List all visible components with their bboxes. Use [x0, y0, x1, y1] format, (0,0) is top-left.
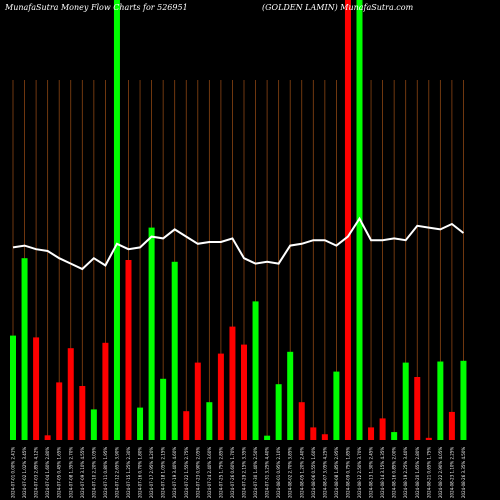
x-tick-label: 2024-08-13 1.30% 2.45% [369, 447, 374, 498]
money-flow-bar [148, 227, 155, 440]
x-tick-label: 2024-07-03 2.85% 4.12% [34, 447, 39, 498]
money-flow-bar [425, 437, 432, 440]
money-flow-bar [90, 409, 97, 440]
money-flow-bar [33, 337, 40, 440]
money-flow-bar [206, 402, 213, 440]
x-tick-label: 2024-07-02 1.02% 3.45% [22, 447, 27, 498]
chart-header-left: MunafaSutra Money Flow Charts for 526951 [4, 3, 188, 12]
money-flow-bar [321, 434, 328, 440]
money-flow-bar [287, 351, 294, 440]
chart-header-right: (GOLDEN LAMIN) MunafaSutra.com [262, 3, 414, 12]
x-tick-label: 2024-08-06 0.55% 1.60% [311, 447, 316, 498]
money-flow-bar [437, 361, 444, 440]
x-tick-label: 2024-07-05 0.45% 1.65% [57, 447, 62, 498]
money-flow-bar [379, 418, 386, 440]
x-tick-label: 2024-08-05 1.20% 2.40% [299, 447, 304, 498]
money-flow-bar [391, 432, 398, 440]
x-tick-label: 2024-08-12 2.50% 3.70% [357, 447, 362, 498]
x-tick-label: 2024-08-02 2.70% 3.85% [288, 447, 293, 498]
money-flow-bar [125, 260, 132, 440]
money-flow-bar [56, 382, 63, 440]
money-flow-bar [44, 435, 51, 440]
money-flow-bar [310, 427, 317, 440]
money-flow-bar [160, 378, 167, 440]
money-flow-bar [252, 301, 259, 440]
money-flow-bar [67, 348, 74, 440]
money-flow-bar [10, 335, 16, 440]
x-tick-label: 2024-07-09 3.10% 4.55% [80, 447, 85, 498]
x-tick-label: 2024-07-22 1.55% 2.75% [184, 447, 189, 498]
money-flow-bar [460, 360, 467, 440]
money-flow-bars [10, 0, 467, 440]
money-flow-bar [79, 386, 86, 440]
x-tick-label: 2024-07-04 1.60% 2.80% [45, 447, 50, 498]
x-tick-label: 2024-07-01 0.00% 2.41% [11, 447, 16, 498]
x-tick-label: 2024-07-11 0.80% 1.95% [103, 447, 108, 498]
x-tick-label: 2024-08-09 0.75% 1.85% [345, 447, 350, 498]
money-flow-bar [21, 258, 28, 440]
x-tick-label: 2024-08-16 0.85% 2.00% [392, 447, 397, 498]
x-tick-label: 2024-07-17 2.95% 4.20% [149, 447, 154, 498]
x-tick-label: 2024-07-12 2.65% 3.90% [114, 447, 119, 498]
x-tick-label: 2024-07-10 2.20% 3.05% [91, 447, 96, 498]
money-flow-bar [137, 407, 144, 440]
money-flow-bar [344, 0, 351, 440]
x-tick-label: 2024-07-08 1.35% 2.70% [68, 447, 73, 498]
money-flow-bar [264, 435, 271, 440]
x-tick-label: 2024-08-20 1.65% 2.80% [415, 447, 420, 498]
x-tick-label: 2024-07-16 0.70% 1.80% [138, 447, 143, 498]
x-tick-label: 2024-07-30 1.40% 2.50% [253, 447, 258, 498]
money-flow-bar [275, 384, 282, 440]
money-flow-bar [298, 402, 305, 440]
money-flow-bar [171, 261, 178, 440]
money-flow-bar [402, 362, 409, 440]
money-flow-bar [229, 326, 236, 440]
x-tick-label: 2024-08-19 2.25% 3.40% [403, 447, 408, 498]
x-tick-label: 2024-08-08 1.85% 2.95% [334, 447, 339, 498]
x-tick-label: 2024-08-23 1.10% 2.25% [449, 447, 454, 498]
x-tick-label: 2024-08-26 3.35% 4.50% [461, 447, 466, 498]
x-tick-label: 2024-07-26 0.60% 1.70% [230, 447, 235, 498]
money-flow-bar [414, 377, 421, 440]
x-tick-label: 2024-07-18 1.05% 2.15% [161, 447, 166, 498]
x-tick-label: 2024-08-07 3.05% 4.25% [322, 447, 327, 498]
x-axis-tick-labels: 2024-07-01 0.00% 2.41% 2024-07-02 1.02% 3… [11, 447, 466, 498]
x-tick-label: 2024-07-23 0.90% 2.05% [195, 447, 200, 498]
x-tick-label: 2024-07-24 2.40% 3.60% [207, 447, 212, 498]
money-flow-bar [241, 344, 247, 440]
x-tick-label: 2024-08-01 0.95% 2.10% [276, 447, 281, 498]
x-tick-label: 2024-07-29 2.15% 3.35% [242, 447, 247, 498]
money-flow-bar [368, 427, 375, 440]
x-tick-label: 2024-07-19 3.40% 4.60% [172, 447, 177, 498]
x-tick-label: 2024-08-22 2.90% 4.05% [438, 447, 443, 498]
x-tick-label: 2024-08-14 3.15% 4.35% [380, 447, 385, 498]
money-flow-bar [113, 0, 120, 440]
money-flow-bar [183, 411, 190, 440]
money-flow-bar [448, 411, 455, 440]
x-tick-label: 2024-07-25 1.75% 2.85% [218, 447, 223, 498]
price-line [12, 216, 465, 271]
money-flow-bar [194, 362, 201, 440]
x-tick-label: 2024-07-31 3.25% 4.40% [265, 447, 270, 498]
money-flow-bar [102, 342, 109, 440]
x-tick-label: 2024-07-15 1.25% 2.30% [126, 447, 131, 498]
money-flow-bar [333, 371, 340, 440]
money-flow-bar [217, 353, 224, 440]
x-tick-label: 2024-08-21 0.65% 1.75% [426, 447, 431, 498]
